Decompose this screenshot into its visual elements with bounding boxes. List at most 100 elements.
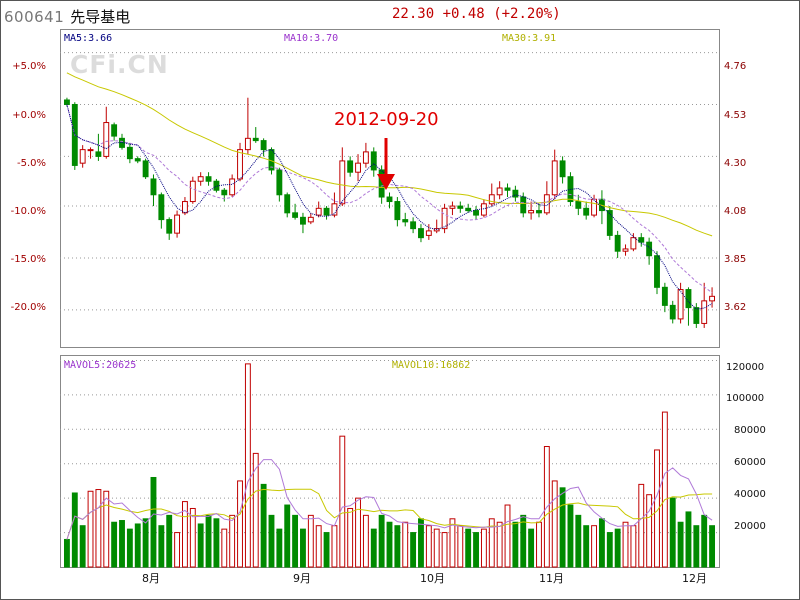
volume-bar (237, 480, 243, 568)
last-price: 22.30 (392, 6, 435, 22)
volume-bar (378, 514, 385, 568)
volume-bar (276, 528, 283, 568)
ma30-line (66, 72, 713, 237)
volume-bar (268, 514, 275, 568)
volume-bar (496, 521, 503, 568)
volume-bar (677, 521, 684, 568)
price-tick: 3.85 (724, 254, 747, 265)
candle-body (701, 300, 708, 324)
volume-bar (457, 525, 464, 568)
candle-body (79, 149, 86, 164)
candle-body (174, 214, 181, 234)
candle-body (449, 205, 456, 209)
pct-tick: -10.0% (10, 206, 46, 217)
volume-bar (661, 411, 668, 568)
candle-body (693, 307, 700, 324)
candle-body (355, 162, 361, 173)
candle-body (402, 219, 409, 223)
price-tick: 3.62 (724, 302, 747, 313)
candle-body (473, 210, 479, 216)
volume-bar (189, 507, 196, 568)
volume-bar (134, 523, 141, 568)
price-tick: 4.76 (724, 61, 747, 72)
volume-bar (339, 435, 346, 568)
candle-body (166, 219, 173, 234)
candle-body (126, 146, 133, 160)
volume-bar (323, 532, 330, 568)
price-tick: 4.30 (724, 158, 747, 169)
candle-body (323, 207, 330, 216)
volume-bar (591, 525, 597, 568)
candle-body (575, 201, 582, 209)
volume-bar (142, 518, 149, 568)
candle-body (229, 178, 236, 196)
volume-bar (362, 514, 369, 568)
volume-bar (244, 363, 251, 568)
ma10-legend: MA10:3.70 (284, 33, 339, 44)
candle-body (276, 169, 283, 196)
price-panel (60, 29, 720, 348)
candle-body (410, 221, 417, 230)
candle-body (158, 194, 165, 221)
candle-body (528, 210, 535, 214)
mavol10-legend: MAVOL10:16862 (392, 360, 471, 371)
candle-body (142, 160, 149, 178)
candle-body (339, 160, 346, 205)
volume-tick: 20000 (734, 521, 766, 532)
month-label: 10月 (420, 572, 445, 585)
candle-body (119, 137, 125, 148)
candle-body (237, 149, 243, 180)
candle-body (520, 196, 527, 214)
candle-body (661, 286, 668, 306)
pct-tick: -5.0% (16, 158, 46, 169)
pct-tick: -15.0% (10, 254, 46, 265)
volume-bar (394, 525, 401, 568)
month-label: 9月 (293, 572, 311, 585)
ma5-legend: MA5:3.66 (64, 33, 113, 44)
candle-body (543, 194, 550, 214)
candle-body (205, 176, 212, 182)
volume-bar (150, 476, 157, 568)
price-change-pct: (+2.20%) (493, 6, 561, 22)
watermark: CFi.CN (70, 50, 169, 79)
annotation-arrow-head (377, 174, 395, 190)
candle-body (488, 194, 495, 205)
candle-body (292, 212, 299, 218)
candle-body (213, 180, 220, 191)
volume-bar (630, 525, 637, 568)
mavol5-line (66, 459, 713, 540)
volume-bar (638, 483, 645, 568)
volume-tick: 60000 (734, 457, 766, 468)
candle-body (504, 187, 511, 191)
candle-body (583, 207, 590, 216)
price-tick: 4.53 (724, 110, 747, 121)
volume-bar (433, 528, 440, 568)
volume-bar (221, 528, 228, 568)
month-label: 11月 (539, 572, 564, 585)
volume-bar (79, 525, 86, 568)
candle-body (244, 137, 251, 151)
candle-body (95, 151, 102, 157)
stock-header: 600641 先导基电 (4, 6, 130, 27)
volume-bar (669, 497, 676, 568)
candle-body (252, 137, 259, 142)
volume-bar (126, 528, 133, 568)
mavol5-legend: MAVOL5:20625 (64, 360, 137, 371)
volume-bar (402, 521, 409, 568)
candle-body (709, 295, 716, 302)
volume-bar (512, 521, 519, 568)
volume-bar (520, 514, 527, 568)
candle-body (654, 255, 660, 288)
volume-bar (480, 528, 487, 568)
candle-body (103, 122, 110, 157)
candle-body (197, 176, 204, 182)
volume-bar (119, 520, 125, 568)
month-label: 8月 (142, 572, 160, 585)
volume-bar (197, 523, 204, 568)
candle-body (386, 196, 393, 203)
volume-bar (449, 518, 456, 568)
candle-body (496, 187, 503, 196)
candle-body (457, 205, 464, 209)
volume-bar (103, 490, 110, 568)
volume-bar (182, 501, 188, 568)
